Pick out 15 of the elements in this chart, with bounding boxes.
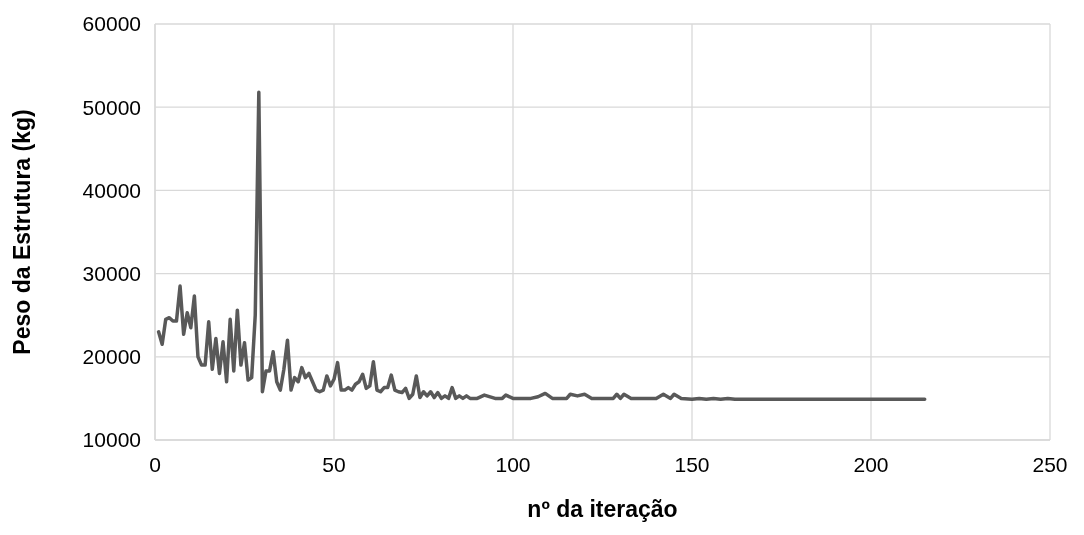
x-tick-label: 250 (1032, 453, 1068, 476)
x-axis-title: nº da iteração (527, 496, 678, 522)
y-tick-label: 20000 (82, 345, 141, 369)
y-tick-label: 40000 (82, 178, 141, 202)
y-tick-label: 50000 (82, 95, 141, 119)
y-tick-label: 10000 (82, 428, 141, 452)
line-series (156, 90, 927, 401)
y-tick-label: 60000 (82, 12, 141, 36)
x-tick-label: 100 (495, 453, 531, 476)
x-tick-label: 50 (322, 453, 346, 476)
x-tick-label: 0 (149, 453, 161, 476)
x-tick-label: 150 (674, 453, 710, 476)
x-tick-label: 200 (853, 453, 889, 476)
y-axis-title: Peso da Estrutura (kg) (9, 109, 35, 355)
y-tick-label: 30000 (82, 261, 141, 285)
